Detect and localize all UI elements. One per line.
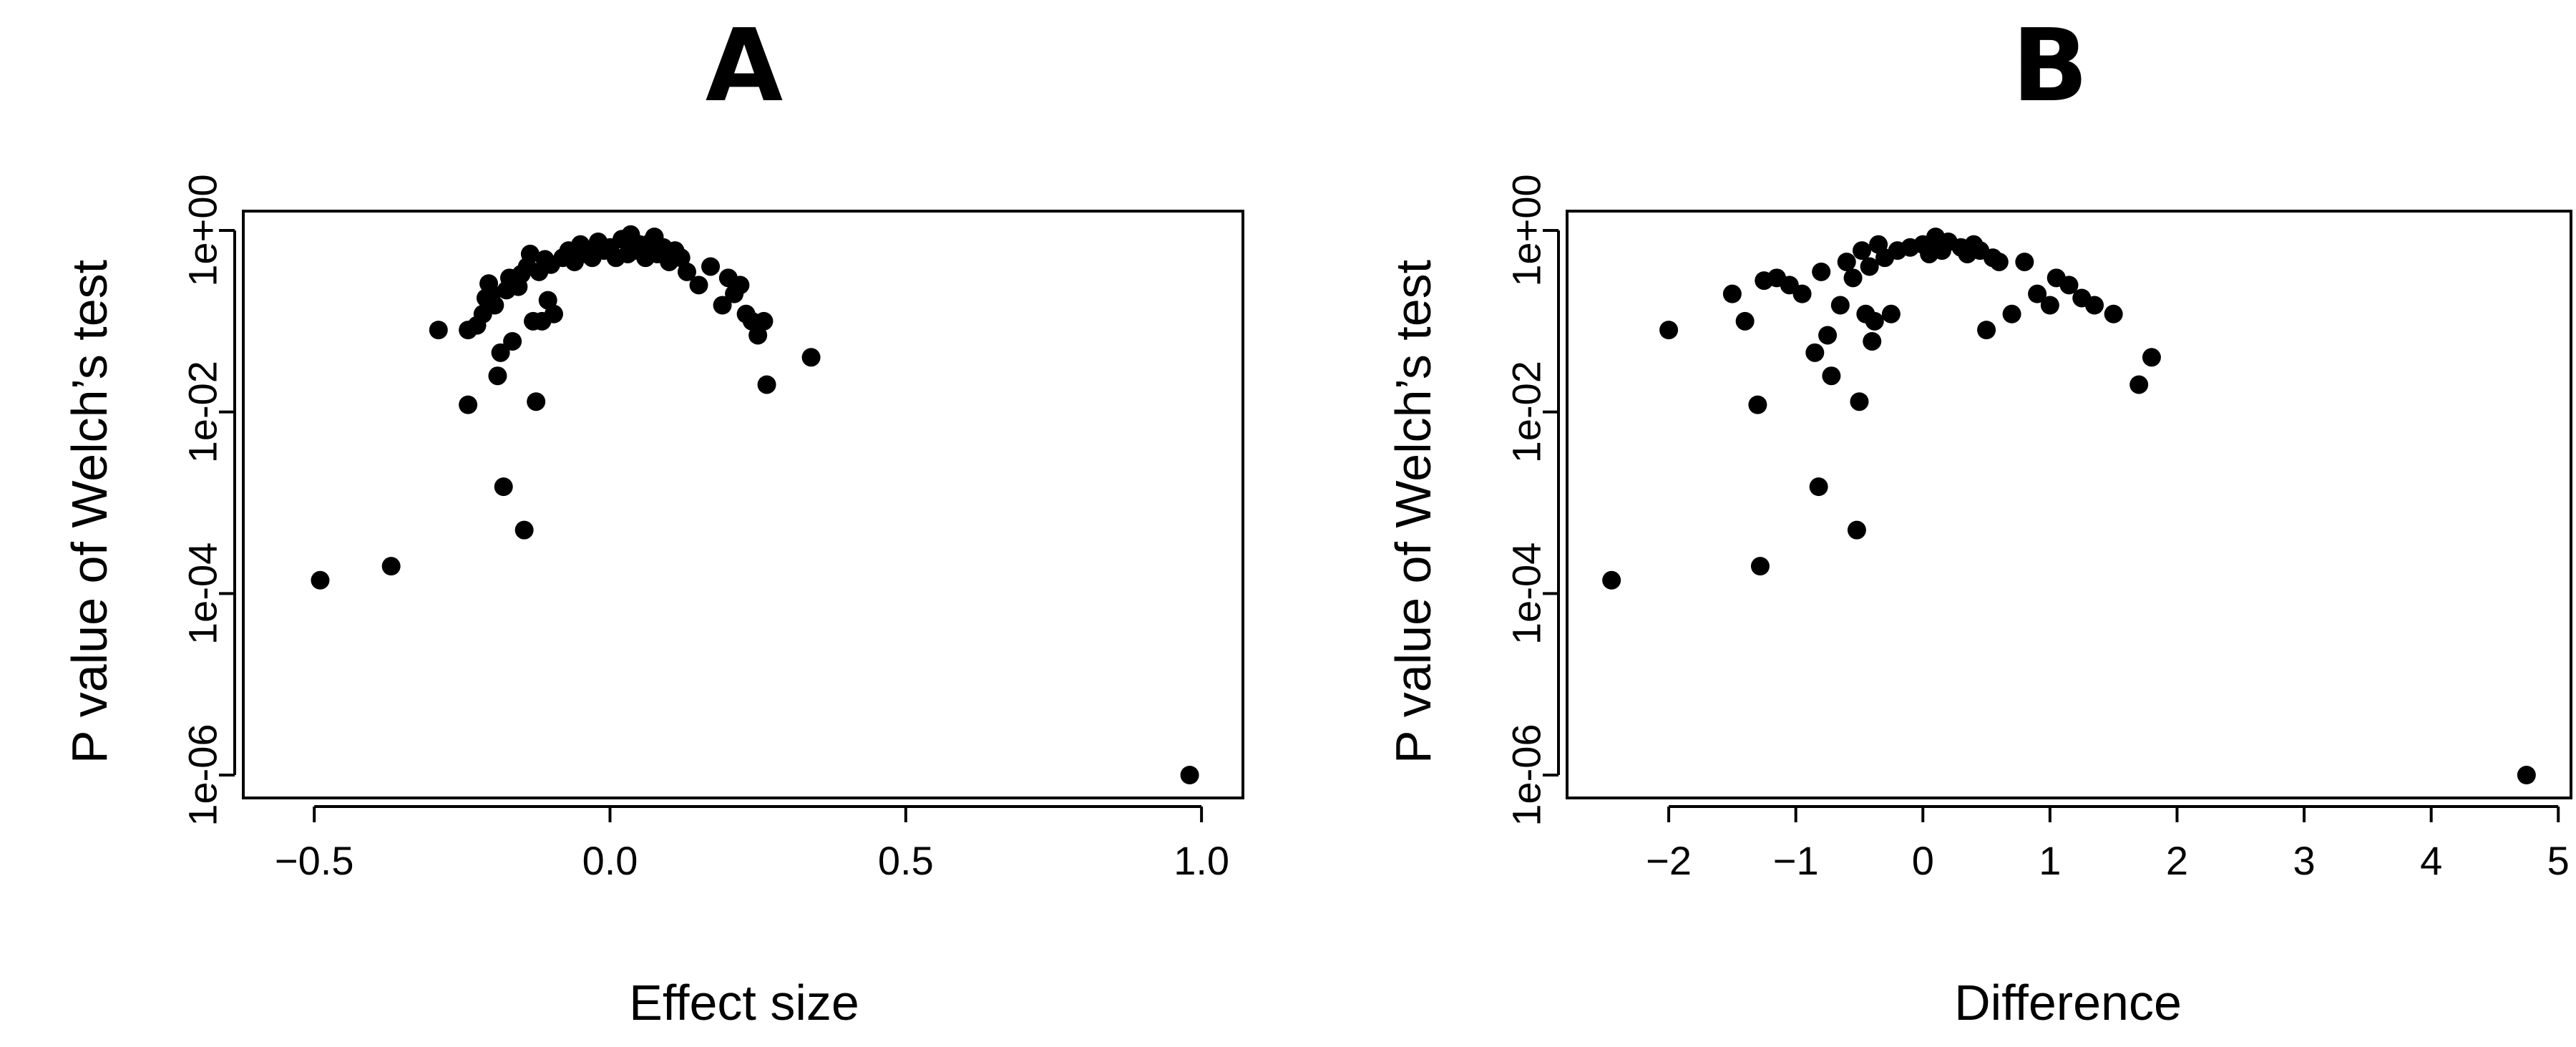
x-tick-label: 1.0 (1174, 838, 1229, 883)
data-point (1865, 311, 1884, 331)
data-point (520, 244, 540, 263)
panel-a: A −0.5 0.0 0.5 1.0 1e+00 1e-02 1e-04 1e-06 Effect… (62, 8, 1244, 1031)
x-tick-label: 1 (2039, 838, 2061, 883)
y-tick-label: 1e-04 (180, 542, 225, 645)
data-point (2015, 252, 2034, 271)
data-point (1602, 570, 1621, 590)
x-tick-label: 0.0 (582, 838, 638, 883)
data-point (2059, 276, 2079, 295)
data-point (1722, 284, 1742, 303)
data-point (2129, 375, 2149, 394)
data-point (1881, 304, 1901, 323)
data-point (2085, 296, 2104, 315)
data-point (2002, 304, 2021, 323)
data-point (2142, 348, 2161, 367)
x-tick-label: 0 (1912, 838, 1934, 883)
y-tick-label: 1e+00 (180, 174, 225, 286)
y-tick-label: 1e-02 (180, 361, 225, 463)
data-point (494, 477, 513, 497)
data-point (1860, 257, 1879, 276)
y-tick-label: 1e-04 (1504, 542, 1549, 645)
data-point (754, 311, 774, 331)
y-tick-label: 1e-06 (1504, 724, 1549, 826)
data-point (701, 257, 721, 276)
data-point (1989, 252, 2009, 271)
data-point (689, 276, 708, 295)
y-tick-label: 1e-06 (180, 724, 225, 826)
panel-b: B −2 −1 0 1 2 3 4 5 1e+00 1e-02 1e-04 1e-06 Differenc… (1385, 8, 2572, 1031)
data-point (1850, 392, 1869, 412)
data-point (748, 326, 768, 345)
data-point (1750, 557, 1770, 576)
panel-title: B (2012, 8, 2089, 125)
data-point (1809, 477, 1828, 497)
data-point (1659, 321, 1679, 340)
data-point (1818, 326, 1838, 345)
data-point (713, 296, 732, 315)
x-tick-label: −2 (1646, 838, 1692, 883)
data-point (757, 375, 776, 394)
data-point (1735, 311, 1755, 331)
data-point (488, 366, 507, 386)
data-point (2104, 304, 2123, 323)
x-tick-label: 5 (2547, 838, 2570, 883)
data-point (1748, 395, 1767, 414)
x-axis-title: Effect size (629, 975, 859, 1031)
data-point (1863, 331, 1882, 351)
data-point (1843, 268, 1863, 288)
data-point (1812, 262, 1831, 281)
data-point (485, 296, 504, 315)
data-point (801, 348, 821, 367)
data-point (429, 321, 448, 340)
data-point (503, 331, 522, 351)
data-point (731, 276, 750, 295)
data-point (1805, 343, 1825, 362)
y-axis-title: P value of Welch’s test (62, 260, 117, 764)
data-point (1822, 366, 1841, 386)
x-axis-title: Difference (1954, 975, 2182, 1031)
data-point (381, 557, 401, 576)
data-point (491, 343, 510, 362)
data-point (1977, 321, 1996, 340)
data-point (1853, 241, 1872, 260)
data-point (2028, 284, 2047, 303)
data-point (2517, 766, 2536, 784)
data-point (2040, 296, 2059, 315)
data-point (1792, 284, 1812, 303)
x-tick-label: 2 (2166, 838, 2188, 883)
x-tick-label: −1 (1773, 838, 1819, 883)
data-point (459, 395, 478, 414)
data-point (527, 392, 546, 412)
plot-frame (1566, 210, 2572, 799)
plot-frame (242, 210, 1244, 799)
y-axis-title: P value of Welch’s test (1385, 260, 1441, 764)
x-tick-label: 3 (2293, 838, 2315, 883)
x-tick-label: 0.5 (878, 838, 934, 883)
x-tick-label: −0.5 (275, 838, 354, 883)
data-point (1180, 766, 1199, 784)
y-tick-label: 1e-02 (1504, 361, 1549, 463)
data-point (514, 520, 534, 540)
data-point (544, 304, 563, 323)
panel-title: A (706, 8, 783, 125)
data-point (1837, 252, 1856, 271)
data-point (1830, 296, 1850, 315)
data-point (671, 248, 691, 268)
data-point (1847, 520, 1866, 540)
x-tick-label: 4 (2420, 838, 2442, 883)
data-point (677, 262, 696, 281)
data-point (311, 570, 330, 590)
y-tick-label: 1e+00 (1504, 174, 1549, 286)
